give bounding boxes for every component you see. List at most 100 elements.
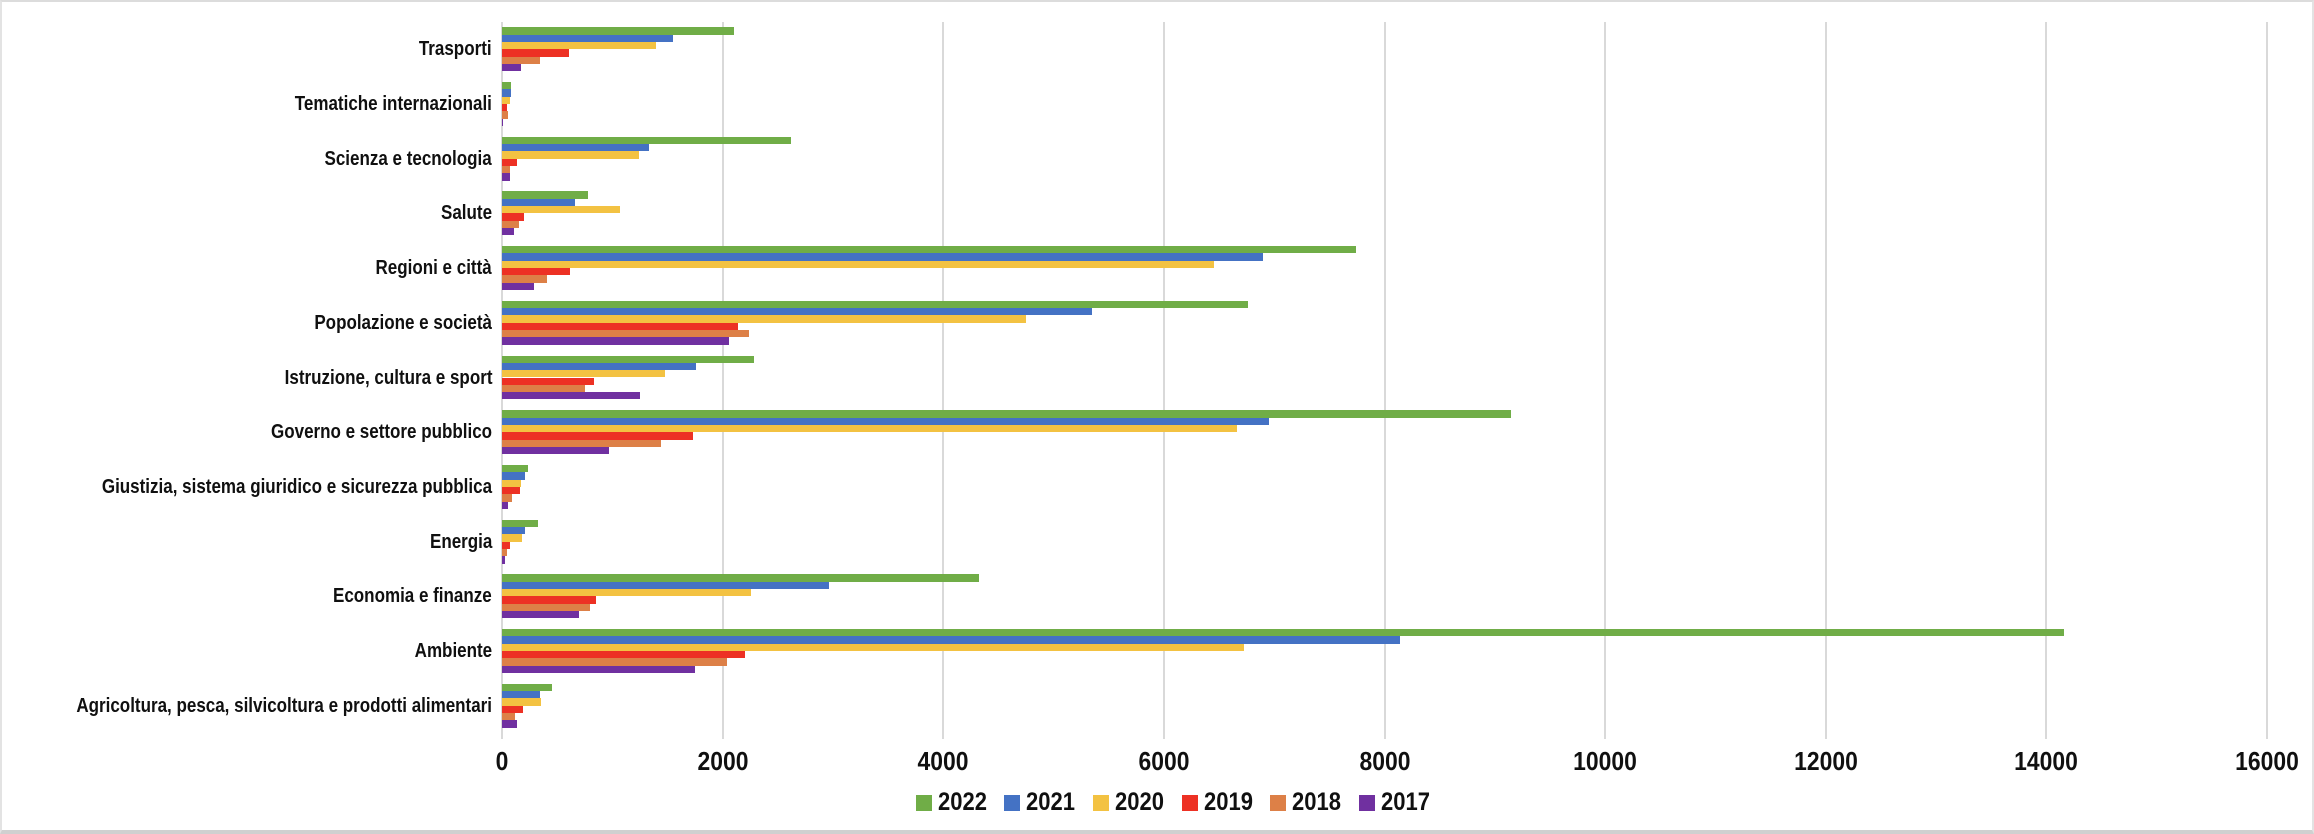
bar-2019: [502, 432, 693, 440]
bar-2018: [502, 275, 548, 283]
bar-2021: [502, 253, 1264, 261]
bar-2019: [502, 213, 525, 221]
legend-label: 2018: [1292, 788, 1342, 816]
gridline: [1162, 22, 1165, 739]
gridline: [2266, 22, 2268, 739]
bar-2021: [502, 144, 649, 152]
category-label: Governo e settore pubblico: [270, 421, 492, 444]
bar-2021: [502, 89, 511, 97]
bar-2018: [502, 603, 590, 611]
category-label: Trasporti: [419, 38, 492, 61]
bar-2018: [502, 220, 520, 229]
bar-2017: [502, 665, 696, 673]
legend-color-swatch: [915, 794, 932, 811]
bar-2020: [502, 96, 510, 105]
bar-2021: [502, 636, 1400, 644]
category-label: Energia: [429, 530, 492, 553]
x-axis-tick-label: 10000: [1573, 746, 1637, 776]
x-axis-tick-label: 12000: [1793, 746, 1858, 776]
bar-2022: [502, 136, 792, 145]
bar-2017: [502, 501, 509, 509]
bar-2022: [502, 683, 552, 691]
legend-item-2021: 2021: [1004, 788, 1082, 817]
bar-2018: [502, 56, 540, 64]
bar-2019: [502, 104, 507, 112]
bar-2021: [502, 198, 575, 207]
legend-label: 2017: [1380, 788, 1430, 816]
category-label: Ambiente: [414, 639, 492, 662]
bar-2018: [502, 439, 661, 447]
bar-2017: [502, 392, 640, 400]
category-label: Salute: [440, 202, 492, 225]
gridline: [721, 22, 724, 739]
bar-2022: [502, 628, 2065, 637]
bar-2018: [502, 330, 750, 338]
bar-2020: [502, 260, 1214, 269]
legend-color-swatch: [1358, 794, 1375, 811]
bar-2020: [502, 643, 1245, 651]
bar-2022: [502, 464, 529, 473]
bar-2019: [502, 541, 511, 549]
category-label: Scienza e tecnologia: [324, 147, 492, 170]
bar-2019: [502, 49, 570, 57]
bar-2018: [502, 166, 511, 174]
bar-2017: [502, 610, 580, 619]
bar-2020: [502, 42, 657, 50]
bar-2019: [502, 650, 745, 659]
bar-2019: [502, 705, 524, 713]
category-label: Giustizia, sistema giuridico e sicurezza…: [101, 475, 492, 498]
gridline: [1824, 22, 1827, 739]
gridline: [2045, 22, 2048, 739]
bar-2018: [502, 494, 513, 502]
gridline: [942, 22, 945, 739]
bar-2019: [502, 596, 596, 604]
x-axis-tick-label: 6000: [1138, 746, 1190, 776]
category-label: Tematiche internazionali: [294, 93, 492, 116]
legend-item-2019: 2019: [1181, 788, 1260, 817]
legend-color-swatch: [1004, 794, 1021, 811]
bar-2017: [502, 228, 515, 236]
legend-label: 2020: [1114, 788, 1164, 816]
bar-2021: [502, 472, 526, 480]
bar-2020: [502, 588, 752, 597]
bar-2018: [502, 384, 585, 393]
bar-2020: [502, 534, 522, 542]
bar-2020: [502, 479, 521, 487]
bar-2017: [502, 556, 506, 564]
bar-2018: [502, 111, 508, 119]
bar-2018: [502, 658, 728, 666]
legend-label: 2019: [1203, 788, 1253, 816]
bar-2022: [502, 27, 734, 35]
bar-2020: [502, 315, 1026, 323]
bar-2022: [502, 410, 1512, 418]
bar-2017: [502, 282, 534, 291]
legend: 2022 2021 2020 2019 2018 2017: [2, 788, 2312, 817]
bar-2020: [502, 698, 541, 706]
x-axis-tick-label: 2000: [697, 746, 749, 776]
x-axis-tick-label: 14000: [2014, 746, 2079, 776]
bar-2017: [502, 173, 510, 181]
legend-item-2020: 2020: [1092, 788, 1171, 817]
bar-2019: [502, 268, 571, 276]
bar-2021: [502, 690, 540, 699]
bar-2017: [502, 446, 609, 455]
legend-label: 2021: [1026, 788, 1076, 816]
legend-color-swatch: [1181, 794, 1198, 811]
bar-2020: [502, 206, 621, 214]
bar-2022: [502, 574, 979, 582]
category-label: Economia e finanze: [333, 585, 492, 608]
legend-item-2017: 2017: [1358, 788, 1437, 817]
bar-2021: [502, 417, 1269, 425]
gridline: [1604, 22, 1607, 739]
bar-2020: [502, 424, 1237, 433]
bar-2019: [502, 158, 517, 167]
legend-item-2022: 2022: [915, 788, 994, 817]
x-axis-tick-label: 0: [495, 746, 509, 776]
bar-2022: [502, 246, 1356, 254]
bar-2022: [502, 82, 511, 90]
bar-2022: [502, 191, 589, 199]
bar-2022: [502, 355, 754, 363]
category-label: Agricoltura, pesca, silvicoltura e prodo…: [76, 694, 492, 717]
